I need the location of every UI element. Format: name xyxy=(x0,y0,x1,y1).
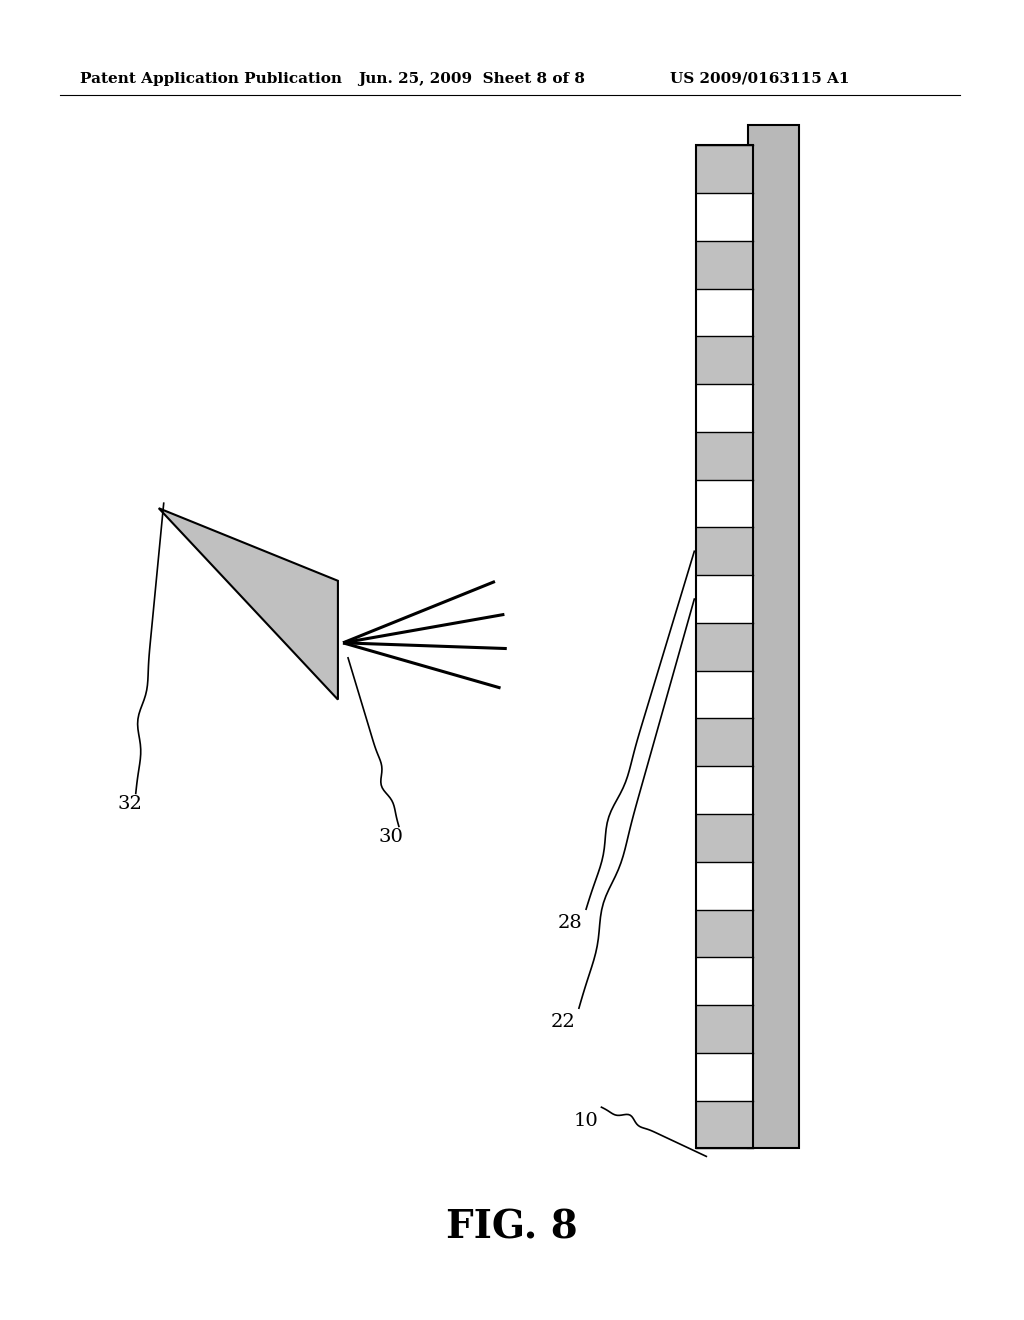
Bar xyxy=(696,766,753,814)
Text: 28: 28 xyxy=(558,915,583,932)
Bar xyxy=(696,671,753,718)
Bar xyxy=(696,479,753,528)
Bar xyxy=(696,862,753,909)
Bar xyxy=(696,384,753,432)
Bar xyxy=(696,145,753,1148)
Text: 22: 22 xyxy=(551,1014,575,1031)
Text: Jun. 25, 2009  Sheet 8 of 8: Jun. 25, 2009 Sheet 8 of 8 xyxy=(358,73,585,86)
Bar xyxy=(696,193,753,240)
Text: Patent Application Publication: Patent Application Publication xyxy=(80,73,342,86)
Bar xyxy=(696,576,753,623)
Bar xyxy=(748,125,799,1148)
Text: 30: 30 xyxy=(379,829,403,846)
Bar xyxy=(696,289,753,337)
Bar xyxy=(696,1053,753,1101)
Text: 10: 10 xyxy=(573,1113,598,1130)
Bar xyxy=(696,957,753,1005)
Polygon shape xyxy=(159,508,338,700)
Text: US 2009/0163115 A1: US 2009/0163115 A1 xyxy=(670,73,850,86)
Text: FIG. 8: FIG. 8 xyxy=(446,1209,578,1246)
Bar xyxy=(696,145,753,1148)
Text: 32: 32 xyxy=(118,796,142,813)
